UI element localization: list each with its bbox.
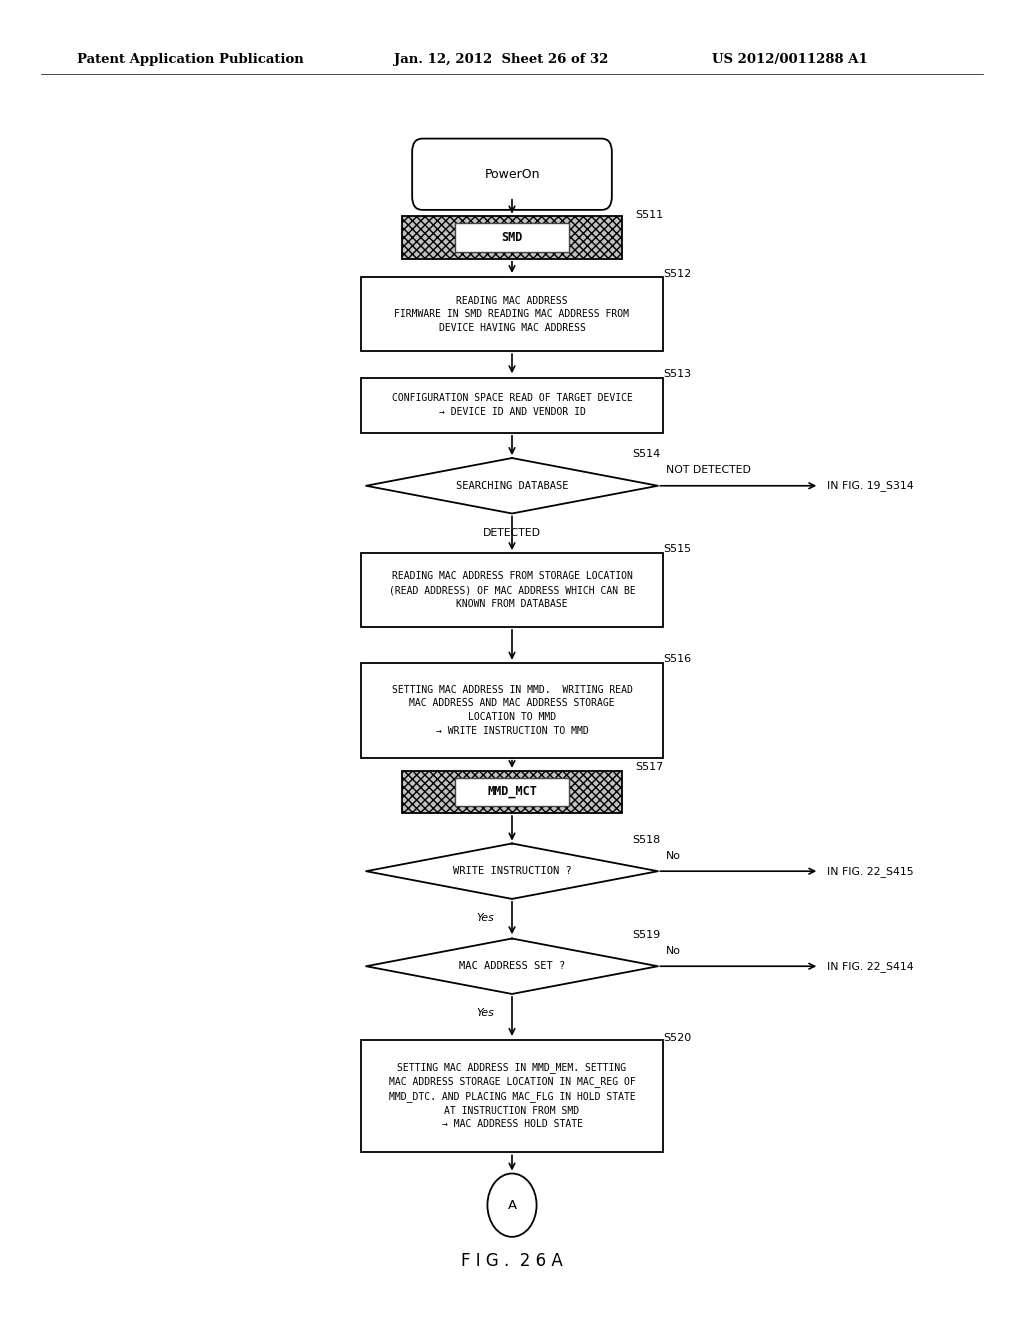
Bar — [361, 378, 664, 433]
Bar — [361, 663, 664, 758]
Text: US 2012/0011288 A1: US 2012/0011288 A1 — [712, 53, 867, 66]
Text: Yes: Yes — [476, 1008, 495, 1019]
Text: S514: S514 — [632, 449, 660, 459]
Text: SEARCHING DATABASE: SEARCHING DATABASE — [456, 480, 568, 491]
Circle shape — [487, 1173, 537, 1237]
Text: IN FIG. 22_S415: IN FIG. 22_S415 — [827, 866, 914, 876]
Text: SMD: SMD — [502, 231, 522, 244]
Text: S513: S513 — [664, 368, 691, 379]
Text: PowerOn: PowerOn — [484, 168, 540, 181]
FancyBboxPatch shape — [412, 139, 611, 210]
Text: NOT DETECTED: NOT DETECTED — [666, 465, 751, 475]
Text: Yes: Yes — [476, 913, 495, 924]
Polygon shape — [367, 843, 657, 899]
Bar — [455, 777, 569, 807]
Text: S517: S517 — [635, 762, 664, 772]
Bar — [401, 771, 623, 813]
Text: DETECTED: DETECTED — [483, 528, 541, 539]
Bar — [361, 1040, 664, 1151]
Text: IN FIG. 19_S314: IN FIG. 19_S314 — [827, 480, 914, 491]
Text: S515: S515 — [664, 544, 691, 554]
Text: Patent Application Publication: Patent Application Publication — [77, 53, 303, 66]
Text: CONFIGURATION SPACE READ OF TARGET DEVICE
→ DEVICE ID AND VENDOR ID: CONFIGURATION SPACE READ OF TARGET DEVIC… — [391, 393, 633, 417]
Text: S520: S520 — [664, 1032, 692, 1043]
Text: S519: S519 — [632, 929, 660, 940]
Text: SETTING MAC ADDRESS IN MMD_MEM. SETTING
MAC ADDRESS STORAGE LOCATION IN MAC_REG : SETTING MAC ADDRESS IN MMD_MEM. SETTING … — [389, 1063, 635, 1129]
Text: No: No — [666, 945, 681, 956]
Bar — [401, 216, 623, 259]
Text: S511: S511 — [635, 210, 663, 220]
Text: No: No — [666, 850, 681, 861]
Polygon shape — [367, 458, 657, 513]
Text: READING MAC ADDRESS FROM STORAGE LOCATION
(READ ADDRESS) OF MAC ADDRESS WHICH CA: READING MAC ADDRESS FROM STORAGE LOCATIO… — [389, 572, 635, 609]
Text: F I G .  2 6 A: F I G . 2 6 A — [461, 1251, 563, 1270]
Bar — [361, 553, 664, 627]
Bar — [361, 277, 664, 351]
Bar — [455, 223, 569, 252]
Polygon shape — [367, 939, 657, 994]
Text: A: A — [508, 1199, 516, 1212]
Text: IN FIG. 22_S414: IN FIG. 22_S414 — [827, 961, 914, 972]
Text: S518: S518 — [632, 834, 660, 845]
Text: WRITE INSTRUCTION ?: WRITE INSTRUCTION ? — [453, 866, 571, 876]
Text: S512: S512 — [664, 268, 692, 279]
Text: SETTING MAC ADDRESS IN MMD.  WRITING READ
MAC ADDRESS AND MAC ADDRESS STORAGE
LO: SETTING MAC ADDRESS IN MMD. WRITING READ… — [391, 685, 633, 735]
Text: MMD_MCT: MMD_MCT — [487, 785, 537, 799]
Text: Jan. 12, 2012  Sheet 26 of 32: Jan. 12, 2012 Sheet 26 of 32 — [394, 53, 608, 66]
Text: MAC ADDRESS SET ?: MAC ADDRESS SET ? — [459, 961, 565, 972]
Text: READING MAC ADDRESS
FIRMWARE IN SMD READING MAC ADDRESS FROM
DEVICE HAVING MAC A: READING MAC ADDRESS FIRMWARE IN SMD READ… — [394, 296, 630, 333]
Text: S516: S516 — [664, 653, 691, 664]
